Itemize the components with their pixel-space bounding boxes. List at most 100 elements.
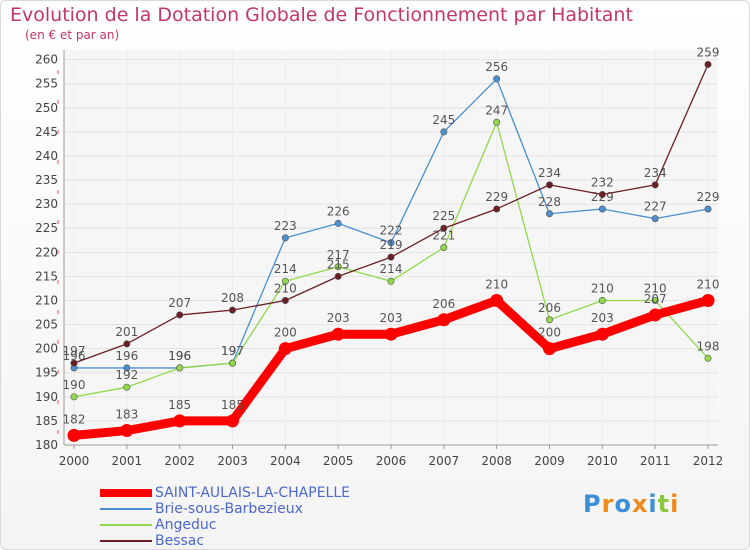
data-label: 245	[432, 113, 455, 127]
data-point	[387, 277, 395, 285]
data-point	[440, 128, 448, 136]
x-tick-label: 2002	[164, 454, 195, 468]
x-tick-label: 2010	[587, 454, 618, 468]
data-label: 228	[538, 195, 561, 209]
data-label: 234	[644, 166, 667, 180]
legend-label: Angeduc	[155, 517, 217, 533]
data-point	[334, 263, 342, 271]
legend-swatch	[100, 508, 152, 510]
x-tick-label: 2009	[534, 454, 565, 468]
data-point	[648, 308, 662, 322]
data-label: 222	[380, 224, 403, 238]
data-label: 203	[327, 311, 350, 325]
x-tick-label: 2012	[693, 454, 724, 468]
y-tick-label: 220	[35, 245, 58, 259]
y-tick-label: 240	[35, 149, 58, 163]
x-tick-label: 2007	[429, 454, 460, 468]
data-label: 227	[644, 200, 667, 214]
data-point	[651, 181, 659, 189]
data-point	[651, 296, 659, 304]
y-tick-label: 230	[35, 197, 58, 211]
data-point	[545, 181, 553, 189]
data-point	[123, 364, 131, 372]
data-point	[281, 234, 289, 242]
data-point	[226, 414, 239, 428]
data-label: 198	[697, 339, 720, 353]
data-label: 185	[221, 398, 244, 412]
x-tick-label: 2000	[59, 454, 90, 468]
data-point	[384, 327, 398, 341]
data-point	[281, 296, 289, 304]
data-label: 197	[63, 344, 86, 358]
x-tick-label: 2008	[481, 454, 512, 468]
x-tick-label: 2004	[270, 454, 301, 468]
data-point	[334, 219, 342, 227]
data-label: 210	[644, 281, 667, 295]
data-point	[437, 313, 451, 327]
data-label: 219	[380, 238, 403, 252]
y-tick-label: 185	[35, 414, 58, 428]
data-point	[704, 60, 712, 68]
y-tick-label: 180	[35, 438, 58, 452]
y-tick-label: 260	[35, 53, 58, 67]
data-label: 210	[485, 277, 508, 291]
legend-swatch	[100, 489, 152, 497]
data-point	[281, 277, 289, 285]
data-point	[545, 210, 553, 218]
data-label: 197	[221, 344, 244, 358]
data-label: 229	[485, 190, 508, 204]
data-label: 234	[538, 166, 561, 180]
data-label: 210	[591, 281, 614, 295]
y-tick-label: 245	[35, 125, 58, 139]
data-point	[598, 296, 606, 304]
data-label: 203	[591, 311, 614, 325]
data-point	[704, 205, 712, 213]
data-label: 203	[380, 311, 403, 325]
data-label: 210	[274, 281, 297, 295]
data-point	[70, 359, 78, 367]
x-tick-label: 2006	[376, 454, 407, 468]
data-label: 223	[274, 219, 297, 233]
x-tick-label: 2001	[112, 454, 143, 468]
data-label: 182	[63, 412, 86, 426]
brand-logo: Proxiti	[583, 490, 680, 518]
data-point	[278, 342, 292, 356]
data-label: 207	[644, 292, 667, 306]
y-tick-label: 210	[35, 293, 58, 307]
data-point	[651, 215, 659, 223]
data-point	[493, 118, 501, 126]
x-tick-label: 2003	[217, 454, 248, 468]
data-label: 226	[327, 204, 350, 218]
y-tick-label: 225	[35, 221, 58, 235]
data-label: 190	[63, 378, 86, 392]
data-label: 247	[485, 103, 508, 117]
data-label: 196	[115, 349, 138, 363]
data-label: 214	[380, 262, 403, 276]
data-label: 183	[115, 408, 138, 422]
data-point	[123, 340, 131, 348]
y-tick-label: 250	[35, 101, 58, 115]
y-tick-label: 215	[35, 269, 58, 283]
data-label: 215	[327, 257, 350, 271]
data-point	[493, 205, 501, 213]
data-point	[229, 359, 237, 367]
data-point	[67, 428, 81, 442]
x-tick-label: 2005	[323, 454, 354, 468]
data-point	[387, 253, 395, 261]
y-tick-label: 255	[35, 77, 58, 91]
y-tick-label: 190	[35, 390, 58, 404]
data-point	[543, 342, 556, 356]
data-point	[331, 327, 345, 341]
data-label: 208	[221, 291, 244, 305]
legend-label: Bessac	[155, 533, 205, 549]
x-tick-label: 2011	[640, 454, 671, 468]
data-point	[70, 393, 78, 401]
data-point	[701, 293, 715, 307]
data-point	[176, 311, 184, 319]
data-point	[120, 424, 134, 438]
data-label: 225	[432, 209, 455, 223]
data-point	[440, 224, 448, 232]
data-label: 196	[168, 349, 191, 363]
y-tick-label: 200	[35, 342, 58, 356]
